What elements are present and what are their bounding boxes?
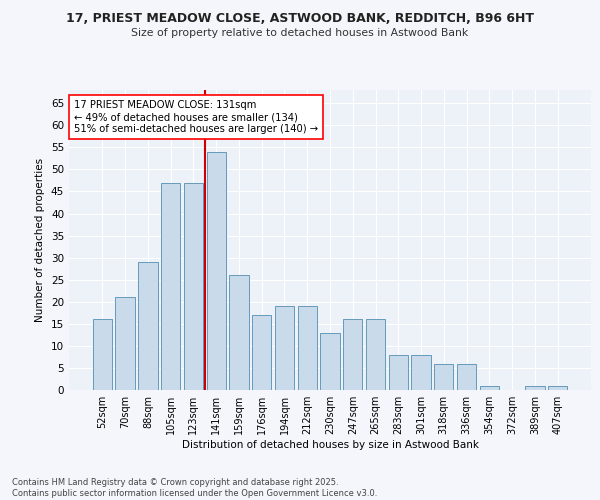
Bar bbox=[320, 332, 340, 390]
Bar bbox=[138, 262, 158, 390]
Bar bbox=[184, 182, 203, 390]
Y-axis label: Number of detached properties: Number of detached properties bbox=[35, 158, 46, 322]
Bar bbox=[275, 306, 294, 390]
Bar bbox=[343, 320, 362, 390]
Bar bbox=[457, 364, 476, 390]
Text: Size of property relative to detached houses in Astwood Bank: Size of property relative to detached ho… bbox=[131, 28, 469, 38]
Text: Contains HM Land Registry data © Crown copyright and database right 2025.
Contai: Contains HM Land Registry data © Crown c… bbox=[12, 478, 377, 498]
Bar bbox=[115, 298, 135, 390]
Text: 17, PRIEST MEADOW CLOSE, ASTWOOD BANK, REDDITCH, B96 6HT: 17, PRIEST MEADOW CLOSE, ASTWOOD BANK, R… bbox=[66, 12, 534, 26]
X-axis label: Distribution of detached houses by size in Astwood Bank: Distribution of detached houses by size … bbox=[182, 440, 479, 450]
Bar bbox=[389, 354, 408, 390]
Bar bbox=[206, 152, 226, 390]
Bar bbox=[412, 354, 431, 390]
Bar bbox=[252, 315, 271, 390]
Text: 17 PRIEST MEADOW CLOSE: 131sqm
← 49% of detached houses are smaller (134)
51% of: 17 PRIEST MEADOW CLOSE: 131sqm ← 49% of … bbox=[74, 100, 319, 134]
Bar bbox=[93, 320, 112, 390]
Bar bbox=[229, 276, 248, 390]
Bar bbox=[434, 364, 454, 390]
Bar bbox=[298, 306, 317, 390]
Bar bbox=[366, 320, 385, 390]
Bar bbox=[479, 386, 499, 390]
Bar bbox=[161, 182, 181, 390]
Bar bbox=[525, 386, 545, 390]
Bar bbox=[548, 386, 567, 390]
